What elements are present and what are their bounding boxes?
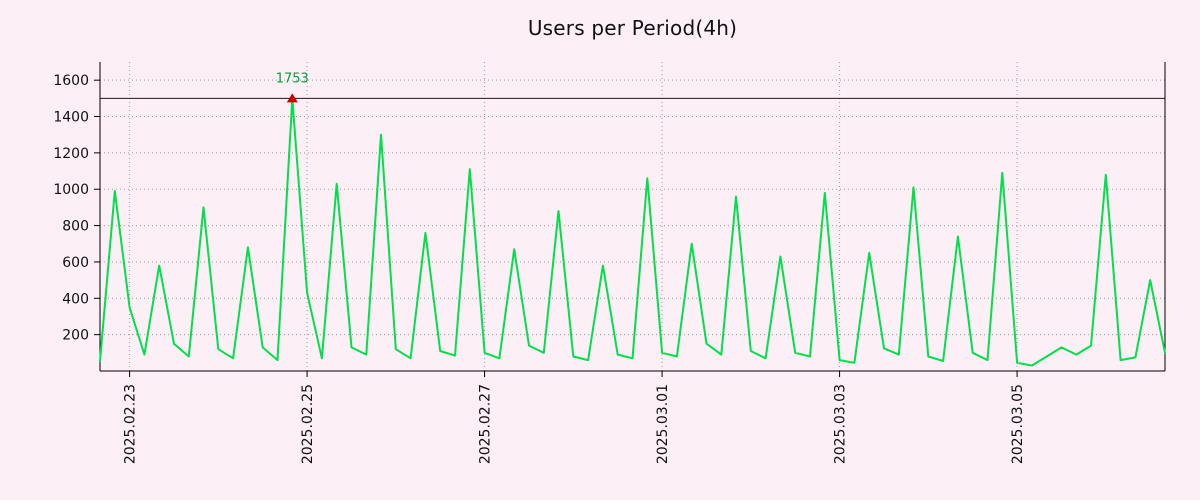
- chart-title: Users per Period(4h): [527, 16, 738, 40]
- x-tick-label: 2025.03.05: [1010, 384, 1026, 464]
- x-tick-label: 2025.02.27: [478, 384, 494, 464]
- y-tick-label: 200: [62, 328, 89, 344]
- peak-value-label: 1753: [276, 71, 309, 86]
- y-tick-label: 400: [62, 291, 89, 307]
- y-tick-label: 600: [62, 255, 89, 271]
- x-tick-label: 2025.02.25: [300, 384, 316, 464]
- users-line: [99, 97, 1166, 367]
- y-tick-label: 1000: [53, 182, 89, 198]
- x-tick-label: 2025.03.01: [655, 384, 671, 464]
- y-tick-label: 1400: [53, 110, 89, 126]
- x-tick-label: 2025.02.23: [123, 384, 139, 464]
- y-tick-label: 800: [62, 219, 89, 235]
- y-tick-label: 1600: [53, 73, 89, 89]
- y-tick-label: 1200: [53, 146, 89, 162]
- x-tick-label: 2025.03.03: [833, 384, 849, 464]
- peak-marker-icon: [286, 93, 298, 103]
